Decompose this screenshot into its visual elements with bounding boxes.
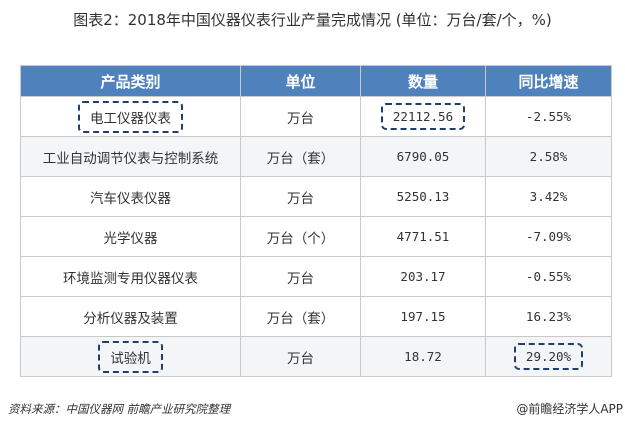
table-row: 光学仪器 万台（个） 4771.51 -7.09%	[20, 216, 612, 257]
category-cell: 电工仪器仪表	[20, 96, 241, 137]
column-header: 同比增速	[485, 65, 612, 97]
cell-value: 万台（套）	[266, 150, 335, 167]
cell-value: 万台（套）	[266, 310, 335, 327]
table-row: 工业自动调节仪表与控制系统 万台（套） 6790.05 2.58%	[20, 136, 612, 177]
cell-value: 环境监测专用仪器仪表	[63, 270, 198, 287]
category-cell: 分析仪器及装置	[20, 296, 241, 337]
cell-value: 5250.13	[396, 189, 450, 204]
credit-label: @前瞻经济学人APP	[516, 402, 623, 416]
quantity-cell: 6790.05	[360, 136, 486, 177]
growth-cell: -2.55%	[485, 96, 612, 137]
unit-cell: 万台	[240, 96, 361, 137]
growth-cell: -7.09%	[485, 216, 612, 257]
category-cell: 汽车仪表仪器	[20, 176, 241, 217]
cell-value: 18.72	[404, 349, 442, 364]
cell-value: 6790.05	[396, 149, 450, 164]
cell-value: 3.42%	[529, 189, 568, 204]
highlighted-value: 29.20%	[513, 343, 584, 370]
quantity-cell: 22112.56	[360, 96, 486, 137]
cell-value: 工业自动调节仪表与控制系统	[42, 150, 219, 167]
quantity-cell: 197.15	[360, 296, 486, 337]
cell-value: 4771.51	[396, 229, 450, 244]
highlighted-value: 电工仪器仪表	[78, 100, 183, 133]
table-row: 分析仪器及装置 万台（套） 197.15 16.23%	[20, 296, 612, 337]
table-row: 环境监测专用仪器仪表 万台 203.17 -0.55%	[20, 256, 612, 297]
unit-cell: 万台	[240, 176, 361, 217]
table-header-row: 产品类别 单位 数量 同比增速	[20, 65, 612, 97]
table-row: 试验机 万台 18.72 29.20%	[20, 336, 612, 377]
category-cell: 光学仪器	[20, 216, 241, 257]
unit-cell: 万台	[240, 256, 361, 297]
cell-value: 汽车仪表仪器	[90, 190, 171, 207]
cell-value: 16.23%	[525, 309, 572, 324]
cell-value: 2.58%	[529, 149, 568, 164]
table-row: 汽车仪表仪器 万台 5250.13 3.42%	[20, 176, 612, 217]
unit-cell: 万台（套）	[240, 296, 361, 337]
cell-value: 光学仪器	[103, 230, 158, 247]
source-note: 资料来源：中国仪器网 前瞻产业研究院整理	[8, 402, 231, 416]
growth-cell: 16.23%	[485, 296, 612, 337]
cell-value: 万台（个）	[266, 230, 335, 247]
cell-value: 203.17	[400, 269, 446, 284]
growth-cell: 2.58%	[485, 136, 612, 177]
quantity-cell: 5250.13	[360, 176, 486, 217]
growth-cell: 3.42%	[485, 176, 612, 217]
unit-cell: 万台	[240, 336, 361, 377]
category-cell: 工业自动调节仪表与控制系统	[20, 136, 241, 177]
growth-cell: -0.55%	[485, 256, 612, 297]
cell-value: 197.15	[400, 309, 446, 324]
unit-cell: 万台（个）	[240, 216, 361, 257]
table-row: 电工仪器仪表 万台 22112.56 -2.55%	[20, 96, 612, 137]
column-header: 产品类别	[20, 65, 241, 97]
cell-value: 万台	[287, 350, 314, 367]
cell-value: -0.55%	[525, 269, 572, 284]
column-header: 单位	[240, 65, 361, 97]
chart-title: 图表2：2018年中国仪器仪表行业产量完成情况 (单位：万台/套/个，%)	[73, 11, 552, 29]
cell-value: 万台	[287, 110, 314, 127]
category-cell: 试验机	[20, 336, 241, 377]
cell-value: 万台	[287, 270, 314, 287]
growth-cell: 29.20%	[485, 336, 612, 377]
highlighted-value: 试验机	[98, 340, 163, 373]
category-cell: 环境监测专用仪器仪表	[20, 256, 241, 297]
cell-value: -7.09%	[525, 229, 572, 244]
highlighted-value: 22112.56	[380, 103, 466, 130]
data-table: 产品类别 单位 数量 同比增速 电工仪器仪表 万台 22112.56 -2.55% 工业…	[20, 65, 612, 377]
unit-cell: 万台（套）	[240, 136, 361, 177]
cell-value: -2.55%	[525, 109, 572, 124]
quantity-cell: 18.72	[360, 336, 486, 377]
quantity-cell: 4771.51	[360, 216, 486, 257]
cell-value: 万台	[287, 190, 314, 207]
quantity-cell: 203.17	[360, 256, 486, 297]
cell-value: 分析仪器及装置	[83, 310, 178, 327]
column-header: 数量	[360, 65, 486, 97]
